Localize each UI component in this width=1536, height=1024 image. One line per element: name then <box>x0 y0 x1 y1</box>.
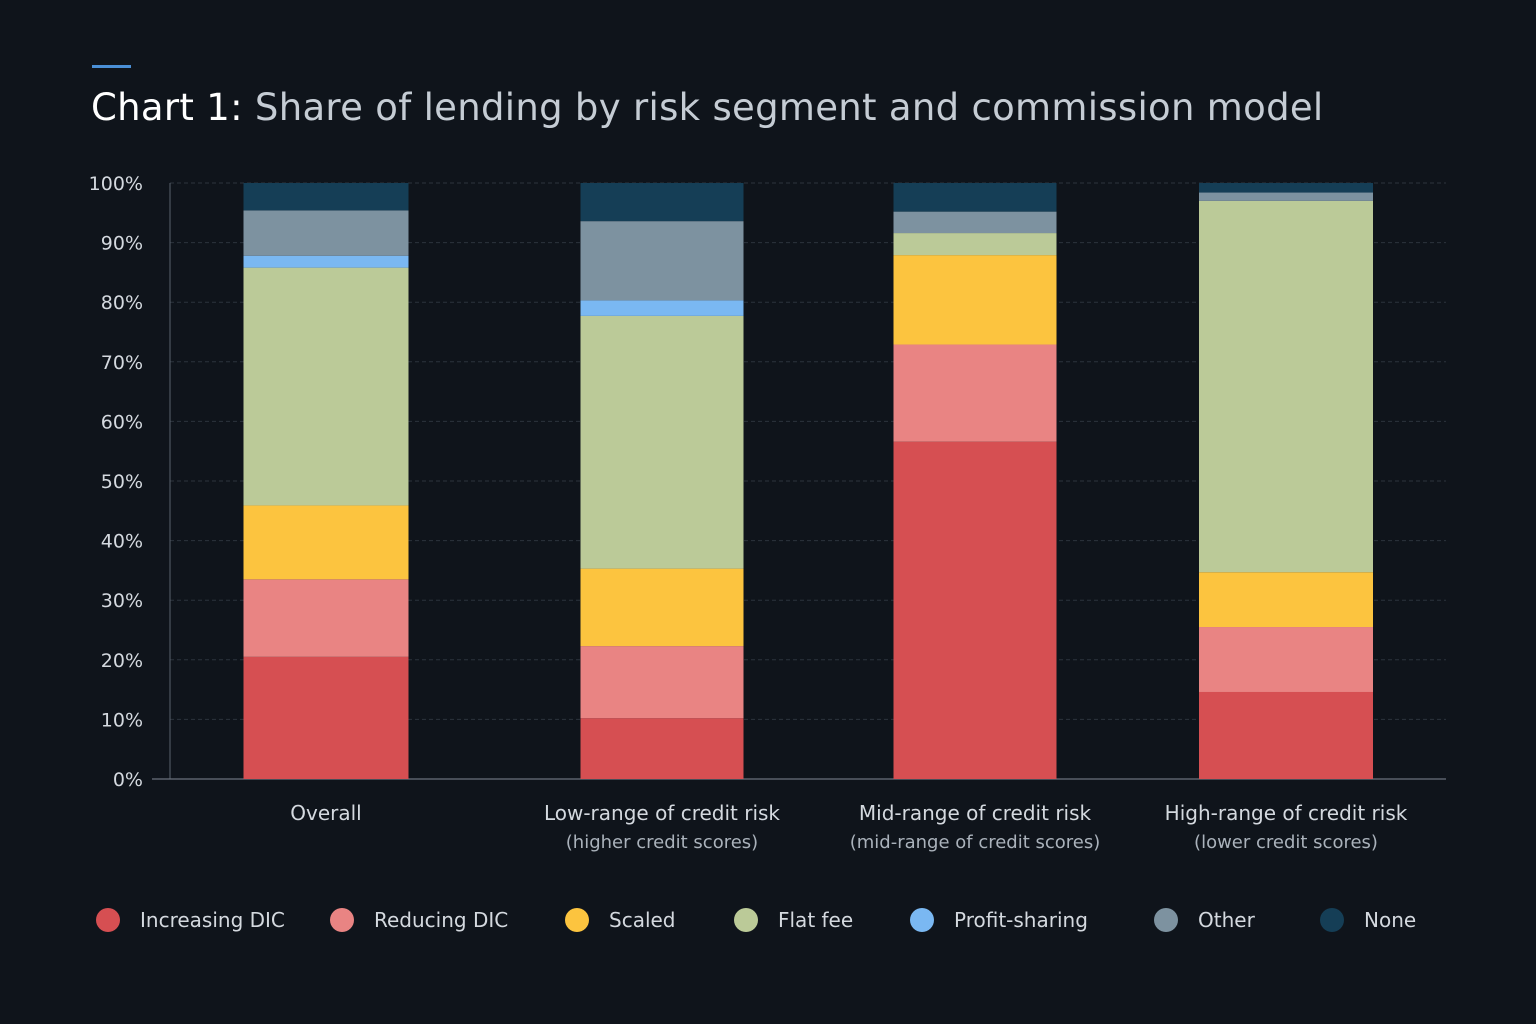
x-category-sublabel: (lower credit scores) <box>1194 832 1378 853</box>
chart-title-prefix: Chart 1: <box>91 86 243 129</box>
bar-segment-scaled <box>893 255 1057 345</box>
x-category-label: Overall <box>290 801 361 825</box>
bar-segment-other <box>1199 192 1373 201</box>
legend-label: Other <box>1198 908 1255 932</box>
bar-segment-other <box>893 211 1057 234</box>
y-tick-label: 80% <box>101 292 143 314</box>
y-tick-label: 70% <box>101 352 143 374</box>
y-tick-label: 30% <box>101 590 143 612</box>
x-category-label: Low-range of credit risk <box>544 801 780 825</box>
bar-segment-increasing-dic <box>243 656 409 779</box>
chart-title: Chart 1: Share of lending by risk segmen… <box>91 86 1324 129</box>
bar-segment-reducing-dic <box>1199 627 1373 692</box>
legend-swatch <box>565 908 589 932</box>
legend-swatch <box>1320 908 1344 932</box>
legend-swatch <box>1154 908 1178 932</box>
stacked-bar-chart: 0% 10% 20% 30% 40% 50% 60% 70% 80% 90% 100% Overall… <box>89 173 1446 853</box>
y-tick-label: 50% <box>101 471 143 493</box>
legend-item: Flat fee <box>734 898 853 942</box>
legend-swatch <box>330 908 354 932</box>
bar-segment-flat-fee <box>243 267 409 506</box>
y-tick-label: 60% <box>101 411 143 433</box>
bar-segment-profit-sharing <box>243 255 409 268</box>
legend-label: None <box>1364 908 1417 932</box>
bar-segment-increasing-dic <box>580 718 744 779</box>
bar-segment-reducing-dic <box>580 646 744 719</box>
legend-item: Scaled <box>565 898 676 942</box>
bar-segment-reducing-dic <box>893 344 1057 442</box>
legend-item: Profit-sharing <box>910 898 1088 942</box>
y-tick-label: 40% <box>101 531 143 553</box>
bar-segment-flat-fee <box>580 315 744 569</box>
bar-segment-none <box>1199 183 1373 193</box>
bar-segment-scaled <box>243 505 409 580</box>
x-category-sublabel: (higher credit scores) <box>566 832 758 853</box>
bar-segment-profit-sharing <box>580 300 744 316</box>
legend-item: Reducing DIC <box>330 898 508 942</box>
bar-segment-scaled <box>580 568 744 647</box>
title-accent-rule <box>92 65 131 68</box>
bar-segment-none <box>893 183 1057 212</box>
chart-legend: Increasing DIC Reducing DIC Scaled Flat fee… <box>0 898 1536 942</box>
bar-segment-none <box>580 183 744 222</box>
bar-segment-scaled <box>1199 572 1373 628</box>
legend-swatch <box>734 908 758 932</box>
bar-segment-none <box>243 183 409 211</box>
legend-item: None <box>1320 898 1416 942</box>
legend-label: Flat fee <box>778 908 854 932</box>
legend-swatch <box>96 908 120 932</box>
bar-segment-increasing-dic <box>893 441 1057 779</box>
bar-segment-flat-fee <box>1199 200 1373 573</box>
legend-label: Profit-sharing <box>954 908 1088 932</box>
bar-segment-increasing-dic <box>1199 691 1373 779</box>
chart-title-text: Share of lending by risk segment and com… <box>254 86 1324 129</box>
legend-item: Increasing DIC <box>96 898 285 942</box>
legend-label: Reducing DIC <box>374 908 509 932</box>
bar-segment-flat-fee <box>893 233 1057 256</box>
x-category-label: High-range of credit risk <box>1165 801 1408 825</box>
bar-segment-other <box>580 221 744 301</box>
y-tick-label: 90% <box>101 233 143 255</box>
y-tick-label: 20% <box>101 650 143 672</box>
bar-segment-other <box>243 210 409 256</box>
y-tick-label: 0% <box>113 769 143 791</box>
y-tick-label: 10% <box>101 709 143 731</box>
bar-segment-reducing-dic <box>243 579 409 657</box>
legend-item: Other <box>1154 898 1255 942</box>
y-tick-label: 100% <box>89 173 143 195</box>
x-category-label: Mid-range of credit risk <box>859 801 1092 825</box>
legend-label: Increasing DIC <box>140 908 285 932</box>
legend-swatch <box>910 908 934 932</box>
legend-label: Scaled <box>609 908 676 932</box>
x-category-sublabel: (mid-range of credit scores) <box>850 832 1101 853</box>
